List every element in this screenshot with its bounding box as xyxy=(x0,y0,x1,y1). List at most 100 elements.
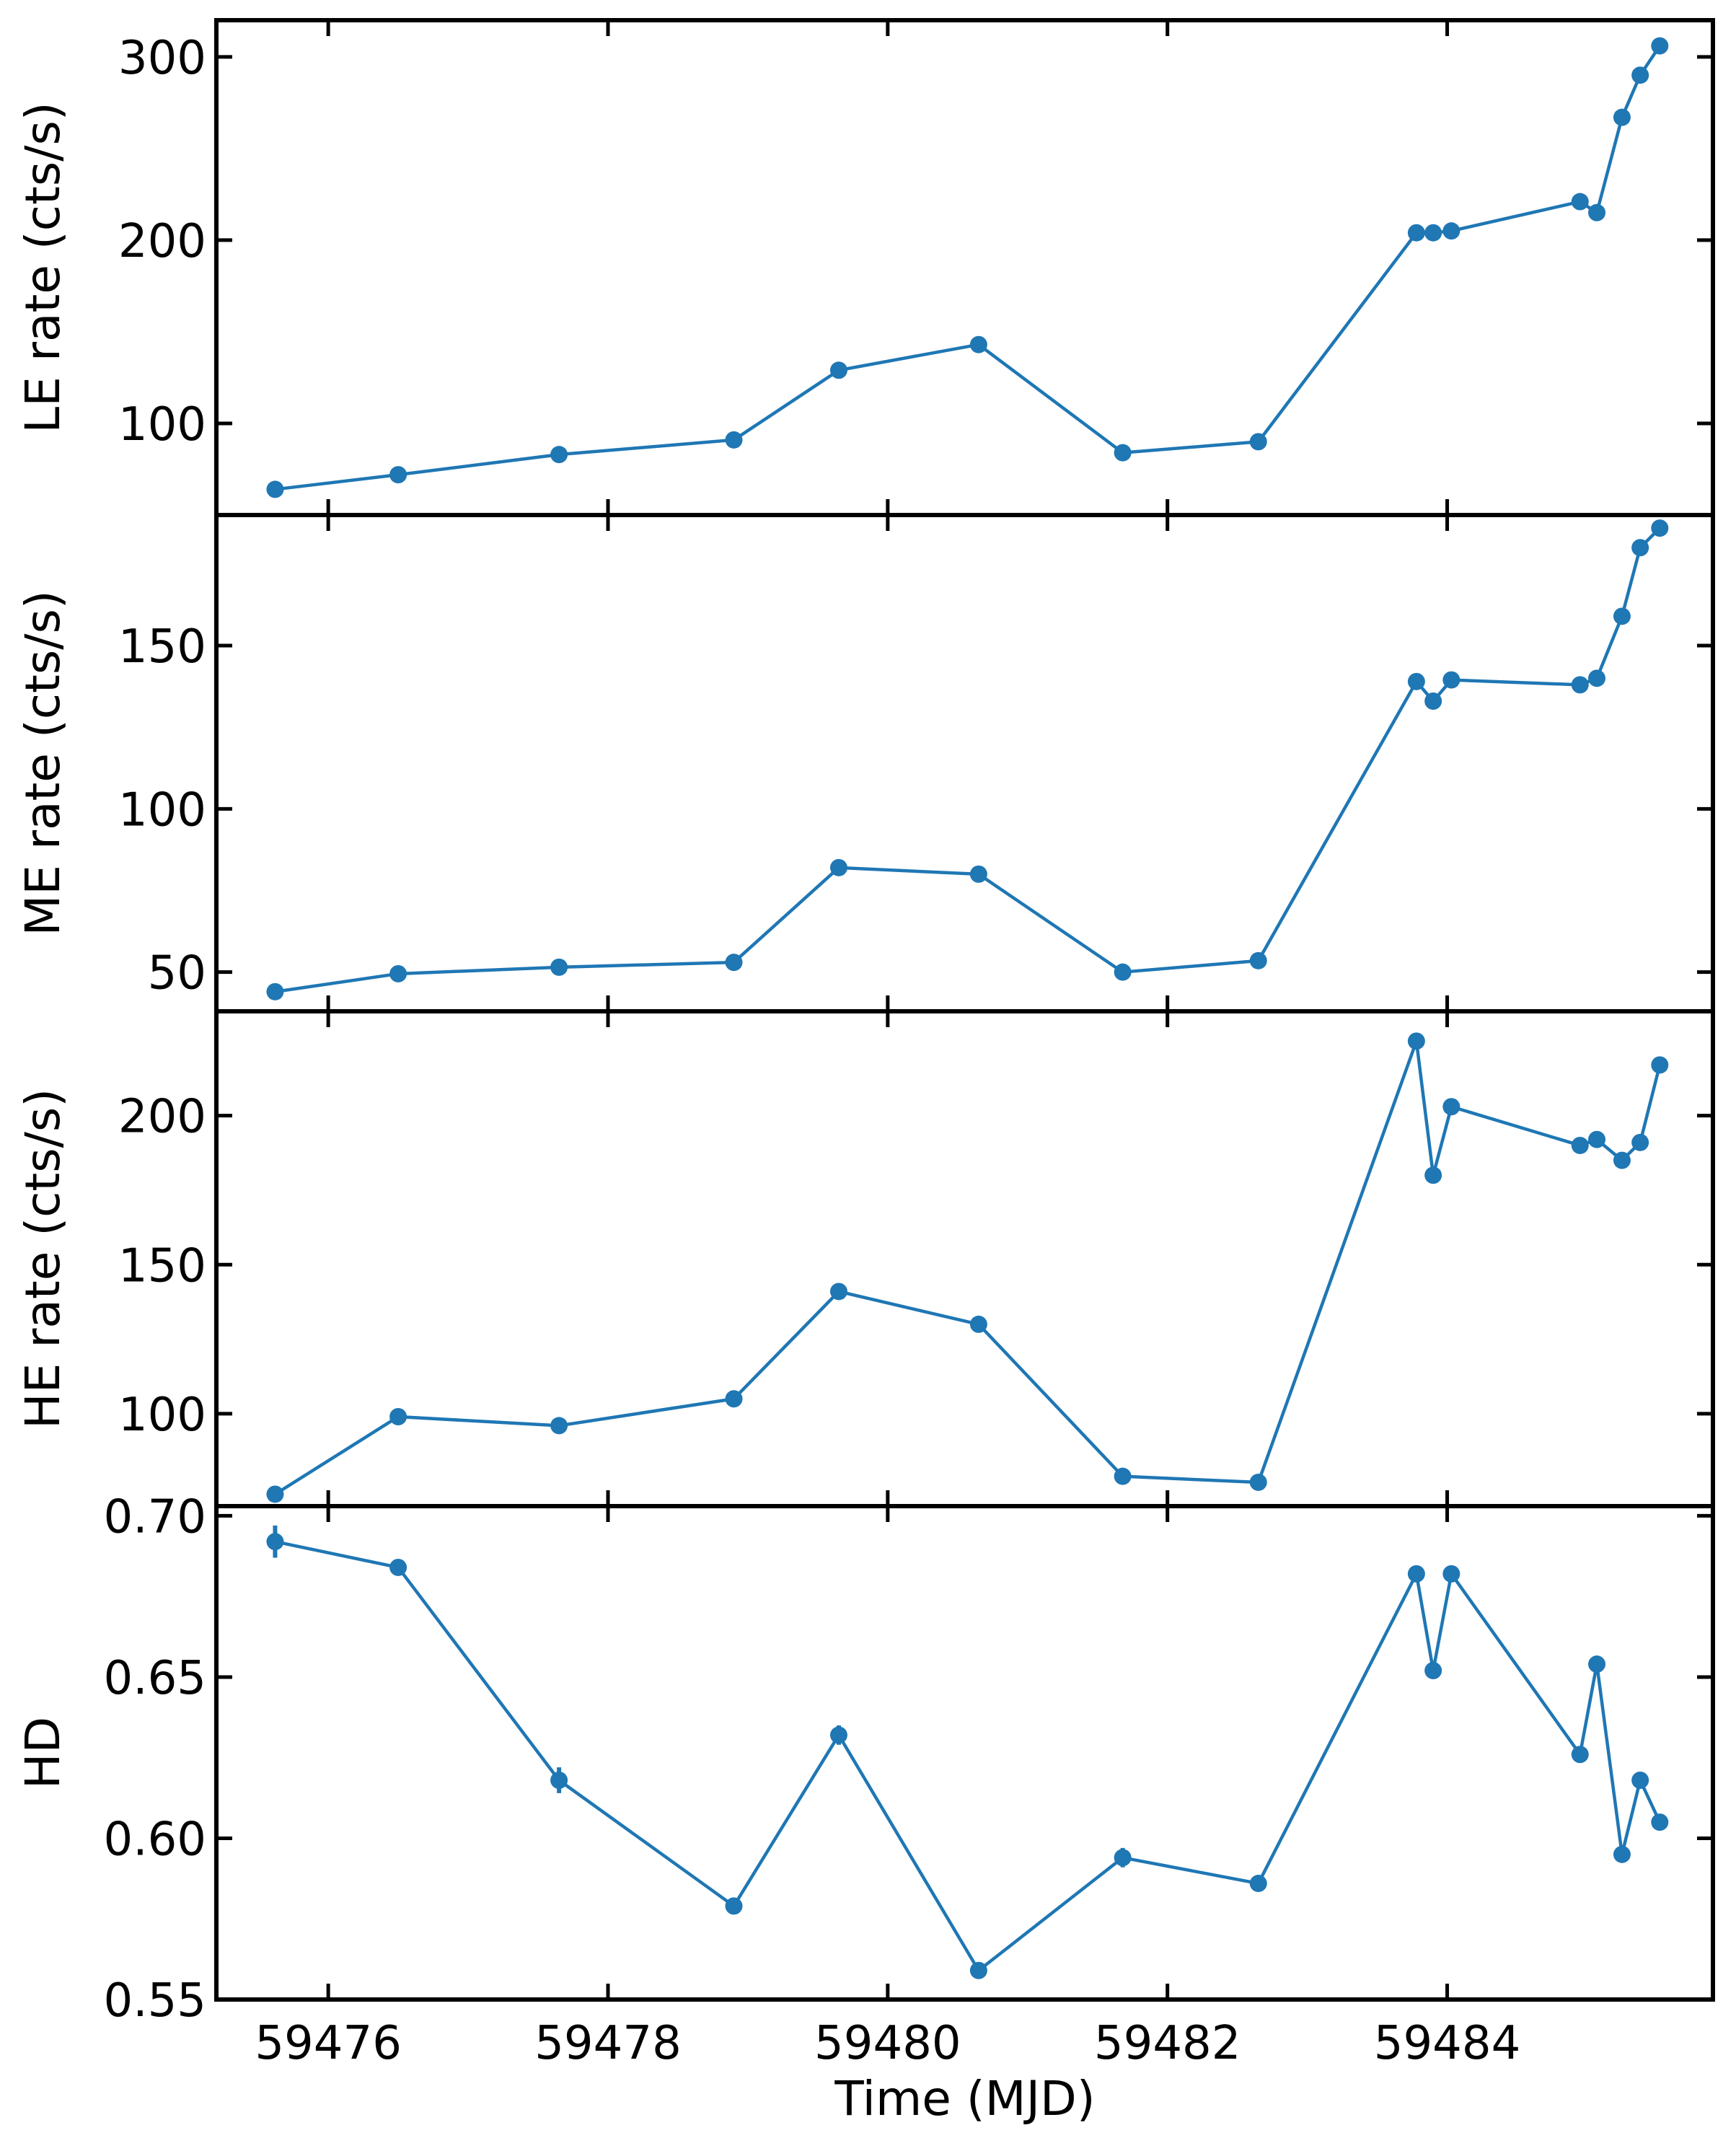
data-point xyxy=(1407,1032,1425,1050)
data-point xyxy=(1631,539,1649,557)
data-point xyxy=(829,361,847,379)
y-axis-label-hd: HD xyxy=(15,1717,71,1789)
panel-frame xyxy=(214,18,1715,517)
panel-me: 50 100 150 ME rate (cts/s) xyxy=(15,513,1715,1013)
data-point xyxy=(389,964,407,982)
data-point xyxy=(1651,519,1669,537)
data-point xyxy=(1571,1746,1589,1764)
data-point xyxy=(266,982,284,1000)
data-point xyxy=(1631,1133,1649,1151)
data-point xyxy=(829,1283,847,1301)
data-point xyxy=(725,1390,743,1408)
data-point xyxy=(969,1961,987,1979)
data-point xyxy=(266,480,284,498)
y-tick-label: 100 xyxy=(118,398,206,452)
data-point xyxy=(829,858,847,876)
y-tick-label: 300 xyxy=(118,32,206,85)
data-point xyxy=(1114,444,1132,462)
data-point xyxy=(1651,1056,1669,1074)
data-point xyxy=(1631,1772,1649,1789)
data-point xyxy=(389,1558,407,1576)
data-point xyxy=(389,1408,407,1426)
y-tick-label: 0.60 xyxy=(104,1813,207,1866)
data-point xyxy=(725,954,743,972)
y-tick-label: 0.70 xyxy=(104,1490,207,1544)
panel-hd: 0.55 0.60 0.65 0.70 HD 59476 59478 59480 59482 59… xyxy=(15,1490,1715,2070)
data-point xyxy=(1613,607,1631,625)
data-point xyxy=(969,865,987,883)
data-point xyxy=(1571,1136,1589,1154)
data-point xyxy=(969,335,987,353)
series-line xyxy=(275,527,1661,994)
y-tick-label: 200 xyxy=(118,1091,206,1144)
panel-frame xyxy=(214,1504,1715,2002)
data-point xyxy=(725,1897,743,1915)
data-point xyxy=(1442,1565,1460,1583)
data-point xyxy=(1613,1845,1631,1863)
x-tick-label: 59476 xyxy=(255,2017,402,2070)
y-tick-label: 100 xyxy=(118,783,206,837)
data-point xyxy=(1424,1166,1442,1184)
data-point xyxy=(1249,433,1267,451)
data-point xyxy=(1651,37,1669,55)
y-axis-label-he: HE rate (cts/s) xyxy=(15,1088,71,1429)
data-point xyxy=(1442,671,1460,689)
data-point xyxy=(1613,1151,1631,1169)
data-point xyxy=(1407,224,1425,242)
data-point xyxy=(1249,1875,1267,1893)
data-point xyxy=(550,958,568,976)
panel-he: 100 150 200 HE rate (cts/s) xyxy=(15,1009,1715,1508)
data-point xyxy=(1571,676,1589,694)
data-point xyxy=(1249,1473,1267,1491)
data-point xyxy=(1588,203,1606,221)
y-tick-label: 50 xyxy=(148,947,206,1000)
data-point xyxy=(1424,224,1442,242)
y-tick-label: 200 xyxy=(118,215,206,268)
data-point xyxy=(1631,66,1649,84)
data-point xyxy=(550,1417,568,1435)
x-tick-label: 59484 xyxy=(1374,2017,1521,2070)
data-point xyxy=(1588,1655,1606,1673)
y-axis-label-me: ME rate (cts/s) xyxy=(15,590,71,936)
panels: 100 200 300 LE rate (cts/s) 50 100 150 ME rate … xyxy=(15,18,1715,2070)
data-point xyxy=(1424,1662,1442,1679)
panel-frame xyxy=(214,1009,1715,1508)
y-tick-label: 0.65 xyxy=(104,1652,207,1705)
data-point xyxy=(1407,672,1425,690)
y-axis-label-le: LE rate (cts/s) xyxy=(15,102,71,433)
data-point xyxy=(725,431,743,449)
data-point xyxy=(1588,1130,1606,1148)
y-tick-label: 150 xyxy=(118,620,206,674)
data-point xyxy=(266,1485,284,1503)
data-point xyxy=(829,1726,847,1744)
panel-le: 100 200 300 LE rate (cts/s) xyxy=(15,18,1715,517)
x-tick-label: 59480 xyxy=(814,2017,961,2070)
series-line xyxy=(274,1039,1662,1496)
data-point xyxy=(1588,669,1606,687)
data-point xyxy=(1114,1467,1132,1485)
data-point xyxy=(1571,193,1589,211)
data-point xyxy=(550,1772,568,1789)
data-point xyxy=(1442,222,1460,240)
series-line xyxy=(274,1539,1662,1973)
data-point xyxy=(1114,1849,1132,1867)
x-axis-label: Time (MJD) xyxy=(834,2071,1095,2126)
series-line xyxy=(275,45,1662,491)
data-point xyxy=(969,1315,987,1333)
data-point xyxy=(1613,108,1631,126)
data-point xyxy=(1407,1565,1425,1583)
y-tick-label: 0.55 xyxy=(104,1974,207,2028)
data-point xyxy=(1651,1813,1669,1831)
y-tick-label: 100 xyxy=(118,1389,206,1442)
data-point xyxy=(1442,1098,1460,1116)
data-point xyxy=(1114,963,1132,981)
x-tick-label: 59478 xyxy=(534,2017,682,2070)
data-point xyxy=(389,466,407,484)
data-point xyxy=(550,446,568,464)
y-tick-label: 150 xyxy=(118,1239,206,1293)
data-point xyxy=(266,1533,284,1551)
data-point xyxy=(1249,951,1267,969)
panel-frame xyxy=(214,513,1715,1013)
x-tick-label: 59482 xyxy=(1094,2017,1241,2070)
